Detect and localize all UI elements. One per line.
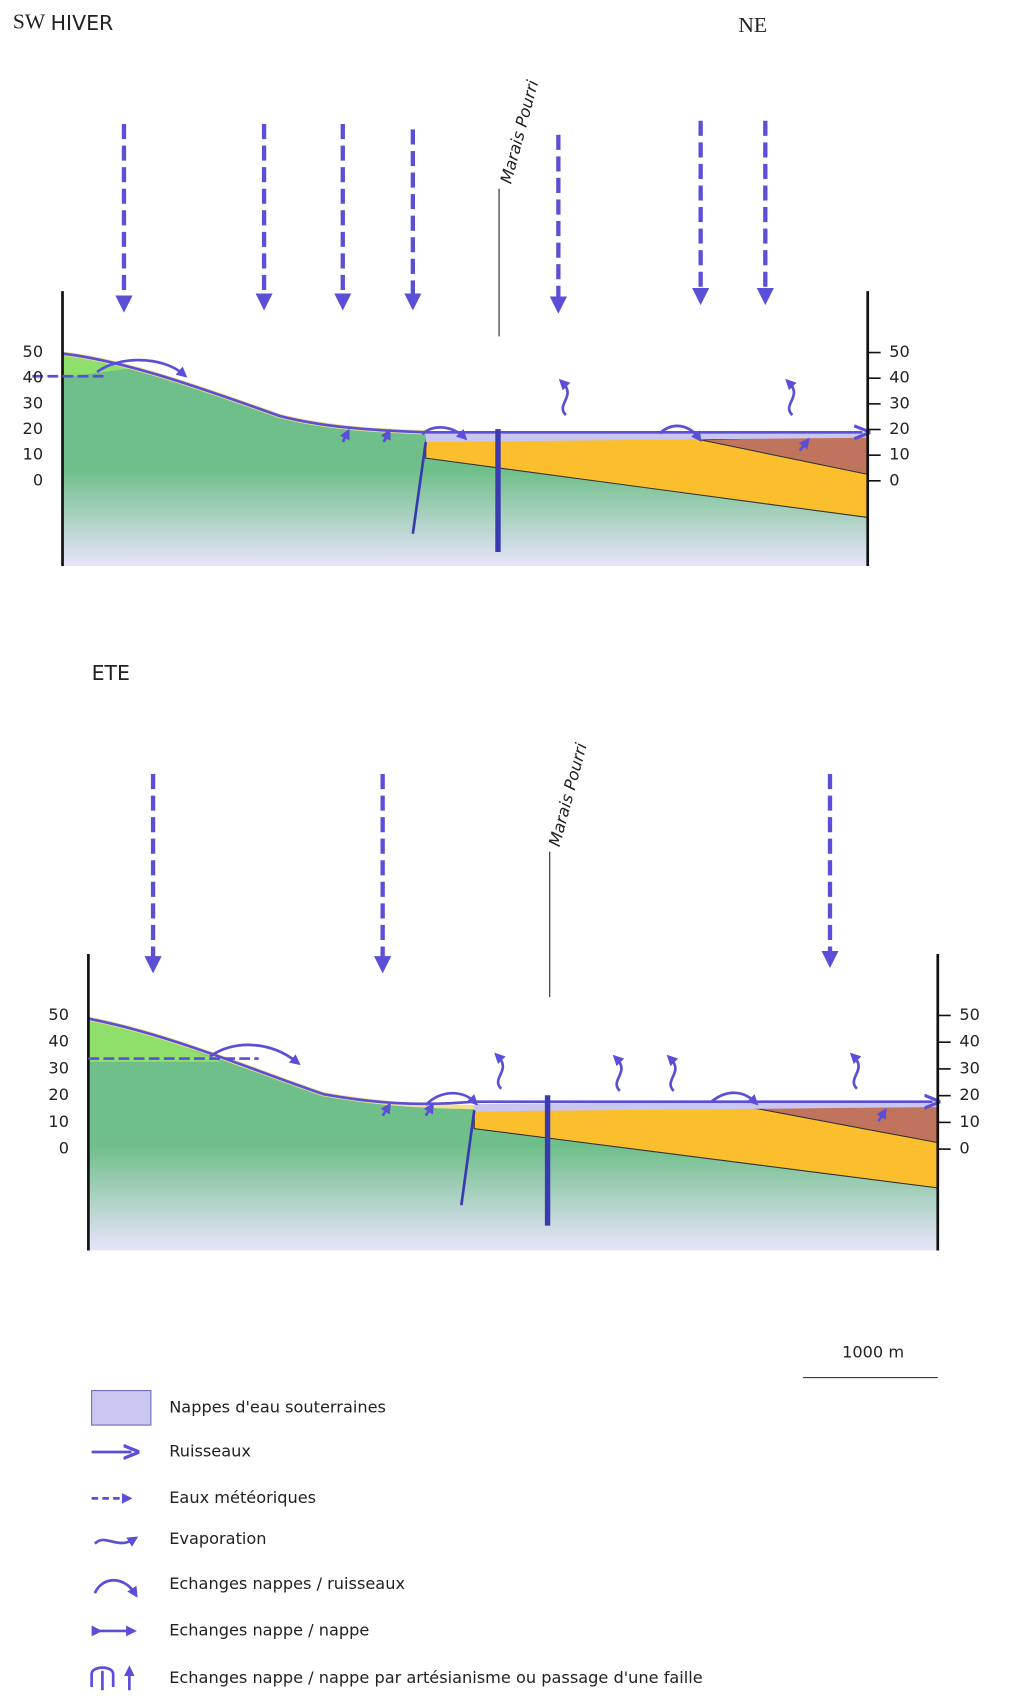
elevation-label: 10: [23, 445, 44, 464]
legend-label: Echanges nappe / nappe: [169, 1620, 369, 1639]
elevation-label: 50: [48, 1005, 69, 1024]
direction-left: SW: [13, 10, 46, 34]
season-title: ETE: [92, 661, 130, 685]
elevation-label: 20: [48, 1085, 69, 1104]
elevation-label: 30: [48, 1058, 69, 1077]
site-label: Marais Pourri: [545, 741, 591, 849]
elevation-label: 0: [889, 470, 899, 489]
legend-label: Evaporation: [169, 1529, 266, 1548]
elevation-label: 0: [959, 1139, 969, 1158]
section-summer: Marais Pourri: [87, 741, 937, 1251]
elevation-label: 40: [48, 1032, 69, 1051]
elevation-label: 50: [889, 342, 910, 361]
elevation-label: 20: [889, 419, 910, 438]
legend: Nappes d'eau souterraines Ruisseaux Eaux…: [90, 1390, 703, 1691]
legend-label: Echanges nappe / nappe par artésianisme …: [169, 1668, 703, 1687]
elevation-label: 40: [23, 368, 44, 387]
elevation-label: 0: [33, 470, 43, 489]
elevation-label: 30: [889, 393, 910, 412]
legend-label: Ruisseaux: [169, 1442, 251, 1461]
elevation-label: 30: [959, 1058, 980, 1077]
elevation-label: 10: [889, 445, 910, 464]
elevation-label: 0: [59, 1139, 69, 1158]
season-title: HIVER: [51, 11, 114, 35]
legend-label: Eaux météoriques: [169, 1488, 316, 1507]
site-label: Marais Pourri: [496, 78, 542, 186]
elevation-label: 50: [959, 1005, 980, 1024]
direction-right: NE: [738, 13, 767, 37]
legend-label: Echanges nappes / ruisseaux: [169, 1574, 405, 1593]
elevation-label: 40: [959, 1032, 980, 1051]
elevation-label: 20: [959, 1085, 980, 1104]
elevation-label: 50: [23, 342, 44, 361]
elevation-label: 10: [48, 1112, 69, 1131]
elevation-label: 30: [23, 393, 44, 412]
scale-label: 1000 m: [842, 1342, 904, 1361]
section-winter: Marais Pourri: [32, 78, 867, 566]
elevation-label: 10: [959, 1112, 980, 1131]
legend-label: Nappes d'eau souterraines: [169, 1397, 386, 1416]
elevation-label: 40: [889, 368, 910, 387]
elevation-label: 20: [23, 419, 44, 438]
